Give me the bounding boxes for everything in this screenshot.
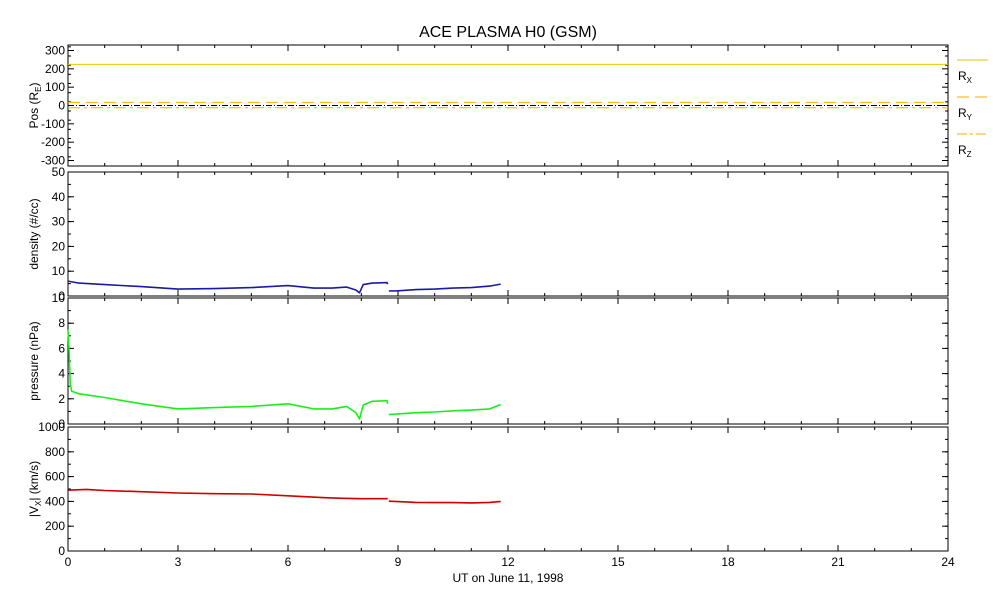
y-tick-label: -100	[41, 117, 65, 131]
series-line-density-1	[388, 283, 501, 292]
y-tick-label: 2	[58, 392, 65, 406]
y-tick-label: 200	[45, 62, 65, 76]
x-tick-label: 9	[395, 555, 402, 569]
legend-label-main: R	[958, 143, 967, 157]
y-tick-label: 0	[58, 544, 65, 558]
y-axis-label-main: pressure (nPa)	[27, 321, 41, 400]
y-tick-label: 0	[58, 289, 65, 303]
legend-label: RX	[958, 69, 973, 85]
panel-pressure: 10 8 6 4 2 0 pressure (nPa)	[27, 291, 949, 431]
y-axis-label-main: Pos (R	[27, 92, 41, 129]
series-line-pressure-1	[388, 403, 501, 416]
y-tick-label: 800	[45, 445, 65, 459]
y-axis-label-sub: X	[34, 500, 43, 506]
legend-label-sub: Y	[967, 113, 973, 122]
x-tick-label: 24	[941, 555, 955, 569]
panel-frame	[67, 297, 949, 425]
x-tick-label: 12	[501, 555, 515, 569]
x-tick-label: 21	[831, 555, 845, 569]
y-axis-label: |VX| (km/s)	[27, 461, 43, 517]
y-tick-label: 40	[52, 190, 66, 204]
y-tick-label: 600	[45, 470, 65, 484]
x-tick-label: 18	[721, 555, 735, 569]
y-axis-label: density (#/cc)	[27, 198, 41, 269]
y-tick-label: 100	[45, 80, 65, 94]
y-tick-label: 1000	[38, 420, 65, 434]
panel-vx: 1000 800 600 400 200 0 |VX| (km/s) 0 3 6 9 12 15 18 21…	[27, 420, 955, 569]
legend-label: RY	[958, 106, 973, 122]
y-tick-label: 4	[58, 367, 65, 381]
y-tick-label: -300	[41, 154, 65, 168]
y-axis-label: Pos (RE)	[27, 82, 43, 128]
y-tick-label: 400	[45, 494, 65, 508]
series-line-density-0	[67, 280, 389, 294]
x-tick-label: 15	[611, 555, 625, 569]
x-tick-label: 6	[285, 555, 292, 569]
y-tick-label: 8	[58, 316, 65, 330]
y-tick-label: 20	[52, 239, 66, 253]
chart-title: ACE PLASMA H0 (GSM)	[419, 24, 597, 41]
y-tick-label: 0	[58, 417, 65, 431]
y-axis-label-sub: E	[34, 86, 43, 91]
y-tick-label: 0	[58, 99, 65, 113]
y-axis-label-main: density (#/cc)	[27, 198, 41, 269]
legend-label-main: R	[958, 106, 967, 120]
y-tick-label: 6	[58, 341, 65, 355]
panel-frame	[67, 171, 949, 297]
panel-frame	[67, 426, 949, 552]
y-tick-label: 10	[52, 264, 66, 278]
x-tick-label: 0	[65, 555, 72, 569]
series-line-vx-1	[388, 500, 501, 504]
y-tick-label: 300	[45, 44, 65, 58]
legend-label-sub: Z	[967, 150, 972, 159]
y-axis-label-main: |V	[27, 506, 41, 517]
series-line-pressure-0	[67, 329, 389, 420]
x-axis-label: UT on June 11, 1998	[453, 571, 564, 585]
y-axis-label-tail: | (km/s)	[27, 461, 41, 501]
y-tick-label: -200	[41, 135, 65, 149]
legend-label-sub: X	[967, 76, 973, 85]
x-tick-label: 3	[175, 555, 182, 569]
legend-label-main: R	[958, 69, 967, 83]
y-axis-label: pressure (nPa)	[27, 321, 41, 400]
y-tick-label: 50	[52, 165, 66, 179]
series-line-vx-0	[67, 488, 388, 500]
legend-label: RZ	[958, 143, 972, 159]
y-tick-label: 30	[52, 215, 66, 229]
y-tick-label: 200	[45, 519, 65, 533]
y-tick-label: 10	[52, 291, 66, 305]
y-axis-label-tail: )	[27, 82, 41, 86]
